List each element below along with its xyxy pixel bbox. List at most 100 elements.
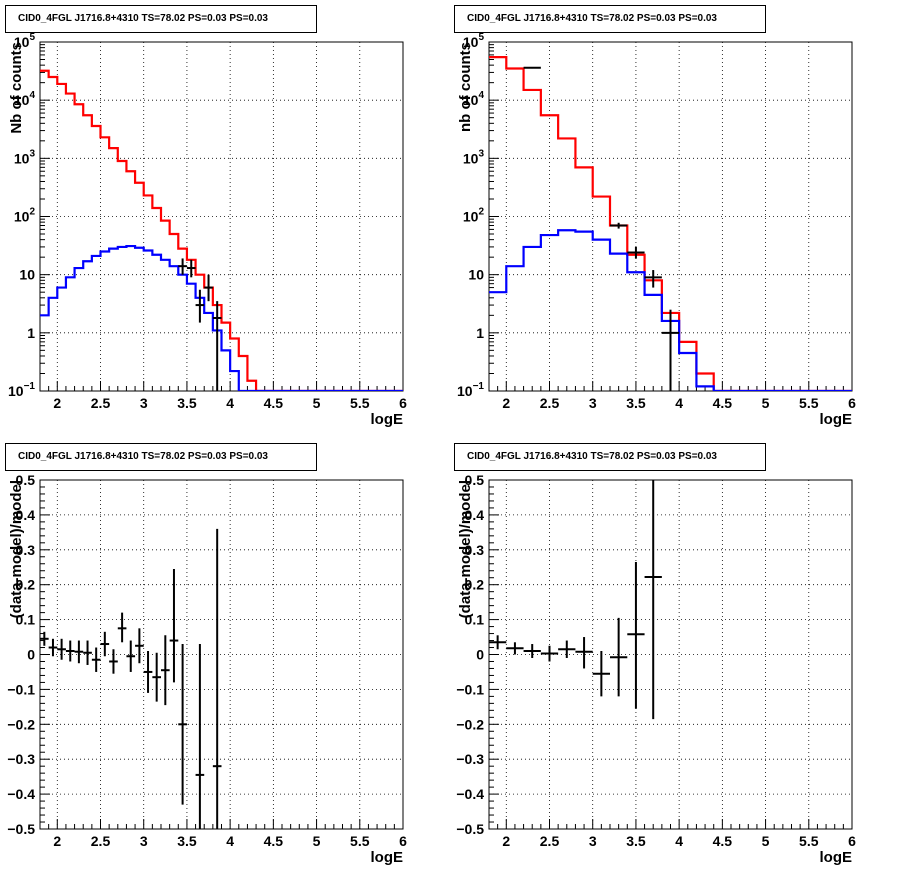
x-tick-label: 2 [53,833,61,849]
y-tick-label: −0.1 [7,681,35,697]
x-tick-label: 3 [589,395,597,411]
y-axis-label: nb of counts [457,42,474,132]
x-tick-label: 2.5 [540,833,560,849]
x-axis-label: logE [371,849,404,866]
y-tick-label: 0.1 [465,612,485,628]
y-tick-label: 10−1 [457,381,484,399]
x-tick-label: 6 [848,395,856,411]
x-axis-label: logE [371,411,404,428]
data-points [489,480,662,720]
y-tick-label: 0.3 [16,542,36,558]
y-tick-label: 0 [476,647,484,663]
grid [40,42,403,391]
x-tick-label: 6 [399,833,407,849]
residuals-chart-left: 2 2.5 3 3.5 4 4.5 5 5.5 6logE−0.5−0.4−0.3−0.2−0.… [7,472,407,866]
x-tick-label: 4.5 [713,395,733,411]
y-tick-label: 10 [19,267,35,283]
y-tick-label: 0 [27,647,35,663]
y-tick-label: 10−1 [8,381,35,399]
data-points [40,528,222,829]
y-axis-label: (data-model)/model [8,480,25,618]
y-axis-label: (data-model)/model [457,480,474,618]
y-tick-label: 0.2 [16,577,36,593]
x-tick-label: 2.5 [540,395,560,411]
x-tick-label: 3 [140,395,148,411]
grid [40,480,403,829]
y-tick-label: 103 [14,148,36,166]
y-tick-label: 105 [14,32,36,50]
y-axis: −0.5 −0.4 −0.3 −0.2 −0.1 0 0.1 0.2 0.3 0.4 0.5(dat… [7,472,50,837]
x-tick-label: 2.5 [91,395,111,411]
x-tick-label: 2 [502,395,510,411]
x-tick-label: 2 [502,833,510,849]
residuals-chart-right: 2 2.5 3 3.5 4 4.5 5 5.5 6logE−0.5−0.4−0.3−0.2−0.… [456,472,856,866]
y-tick-label: 104 [14,90,36,108]
y-tick-label: −0.2 [7,716,35,732]
y-tick-label: 0.3 [465,542,485,558]
x-tick-label: 2 [53,395,61,411]
x-tick-label: 4.5 [264,833,284,849]
y-tick-label: −0.3 [456,751,484,767]
y-tick-label: 1 [476,325,484,341]
x-tick-label: 5.5 [799,395,819,411]
x-tick-label: 5 [313,395,321,411]
y-tick-label: 10 [468,267,484,283]
y-tick-label: 0.2 [465,577,485,593]
x-tick-label: 5 [762,833,770,849]
y-tick-label: 102 [14,207,36,225]
y-tick-label: 0.1 [16,612,36,628]
x-tick-label: 2.5 [91,833,111,849]
y-axis: −0.5 −0.4 −0.3 −0.2 −0.1 0 0.1 0.2 0.3 0.4 0.5(dat… [456,472,499,837]
grid [489,42,852,391]
x-tick-label: 3.5 [626,395,646,411]
grid [489,480,852,829]
data-points [523,66,680,391]
x-tick-label: 3.5 [177,395,197,411]
x-tick-label: 6 [848,833,856,849]
pad-residuals-right: 2 2.5 3 3.5 4 4.5 5 5.5 6 logE −0.5 −0.4 −0.3 −0.2 −0.… [449,438,898,875]
pad-counts-right: 2 2.5 3 3.5 4 4.5 5 5.5 6 logE 10−1 1 10 102 103 104 105… [449,0,898,437]
x-axis-label: logE [820,849,853,866]
x-tick-label: 5.5 [350,833,370,849]
y-tick-label: 0.5 [465,472,485,488]
x-tick-label: 4.5 [713,833,733,849]
histogram-series [40,244,403,391]
histogram-series [489,56,852,391]
chart-title: CID0_4FGL J1716.8+4310 TS=78.02 PS=0.03 … [5,5,317,33]
chart-title: CID0_4FGL J1716.8+4310 TS=78.02 PS=0.03 … [454,443,766,471]
y-tick-label: −0.5 [7,821,35,837]
y-axis-label: Nb of counts [8,42,25,134]
y-tick-label: −0.4 [456,786,484,802]
y-tick-label: −0.3 [7,751,35,767]
x-tick-label: 5 [313,833,321,849]
x-tick-label: 5 [762,395,770,411]
x-tick-label: 5.5 [350,395,370,411]
x-tick-label: 6 [399,395,407,411]
x-tick-label: 4.5 [264,395,284,411]
histogram-series [489,229,852,391]
x-tick-label: 4 [226,833,234,849]
pad-residuals-left: 2 2.5 3 3.5 4 4.5 5 5.5 6 logE −0.5 −0.4 −0.3 −0.2 −0.… [0,438,449,875]
x-tick-label: 4 [675,395,683,411]
histogram-series [40,69,403,391]
x-tick-label: 3 [589,833,597,849]
x-tick-label: 5.5 [799,833,819,849]
y-tick-label: 0.4 [465,507,485,523]
x-tick-label: 4 [675,833,683,849]
x-tick-label: 3 [140,833,148,849]
x-tick-label: 3.5 [626,833,646,849]
y-tick-label: −0.2 [456,716,484,732]
y-tick-label: 102 [463,207,485,225]
y-tick-label: 103 [463,148,485,166]
y-tick-label: −0.5 [456,821,484,837]
x-tick-label: 4 [226,395,234,411]
pad-counts-left: 2 2.5 3 3.5 4 4.5 5 5.5 6 logE 10−1 1 10 102 103 104 105… [0,0,449,437]
x-axis-label: logE [820,411,853,428]
